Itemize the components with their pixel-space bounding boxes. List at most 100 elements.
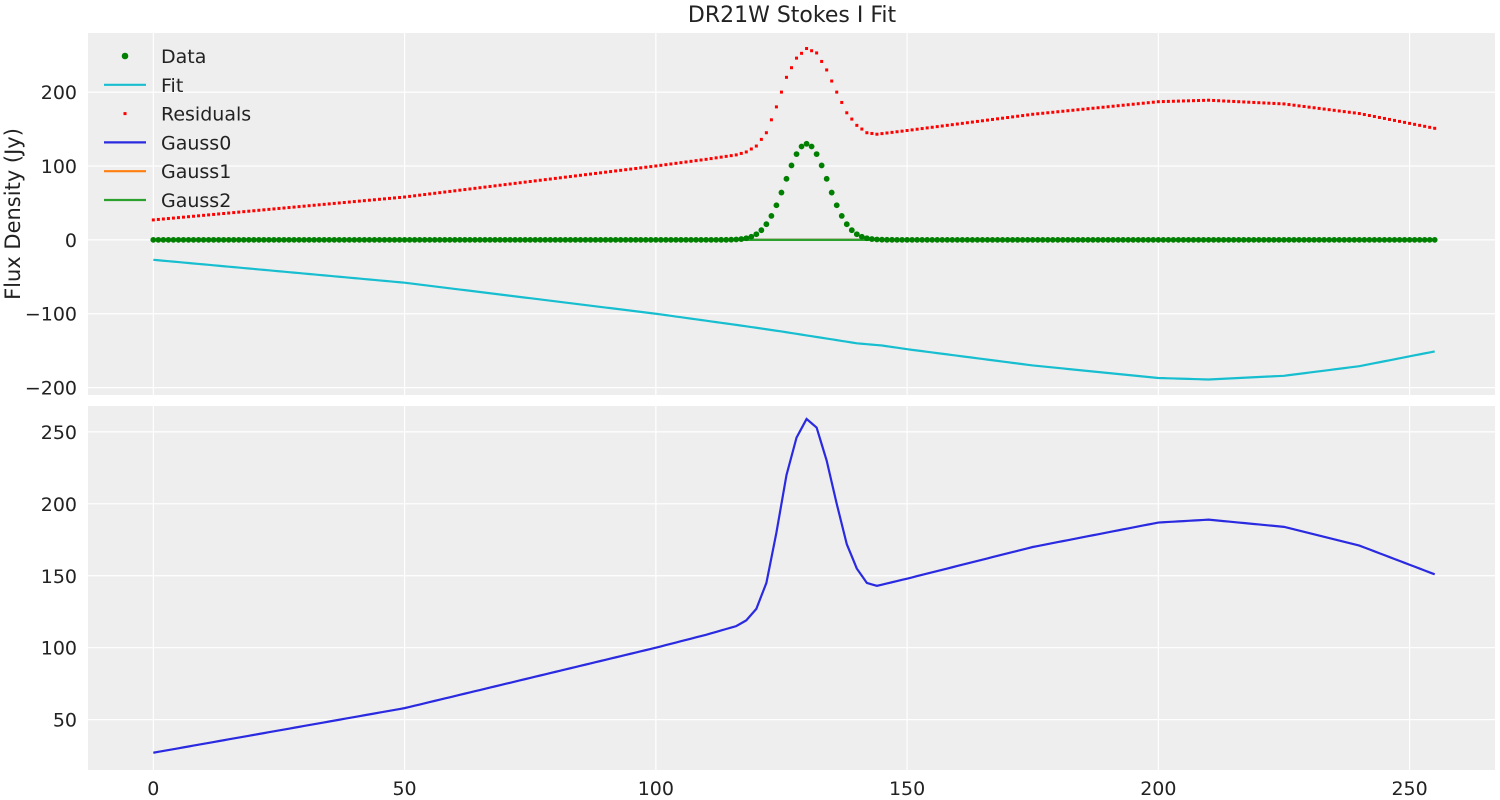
data-point xyxy=(190,236,197,243)
residuals-point xyxy=(1247,100,1251,104)
top-series-layer xyxy=(150,47,1438,381)
residuals-point xyxy=(307,204,311,208)
data-point xyxy=(607,236,614,243)
bottom-y-tick-label: 100 xyxy=(41,638,77,660)
residuals-point xyxy=(805,47,809,51)
residuals-point xyxy=(749,147,753,151)
data-point xyxy=(698,236,704,243)
data-point xyxy=(346,236,353,243)
data-point xyxy=(1250,236,1257,243)
residuals-point xyxy=(1081,107,1085,111)
residuals-point xyxy=(1272,101,1276,105)
residuals-point xyxy=(217,212,221,216)
data-point xyxy=(1014,236,1021,243)
residuals-point xyxy=(1357,112,1361,116)
data-point xyxy=(472,236,478,243)
data-point xyxy=(1145,236,1152,243)
residuals-point xyxy=(980,119,984,123)
residuals-point xyxy=(508,182,512,186)
residuals-point xyxy=(825,68,829,72)
residuals-point xyxy=(1237,100,1241,104)
data-point xyxy=(718,236,725,243)
residuals-point xyxy=(1428,125,1432,129)
residuals-point xyxy=(1352,111,1356,115)
data-point xyxy=(1080,236,1086,243)
data-point xyxy=(1406,236,1413,243)
residuals-point xyxy=(197,214,201,218)
data-point xyxy=(1336,236,1343,243)
residuals-point xyxy=(1156,100,1160,104)
data-point xyxy=(1245,236,1252,243)
residuals-point xyxy=(734,153,738,157)
data-point xyxy=(446,236,453,243)
data-point xyxy=(381,236,388,243)
residuals-point xyxy=(940,124,944,128)
data-point xyxy=(753,231,760,238)
residuals-point xyxy=(1423,124,1427,128)
residuals-point xyxy=(161,217,165,221)
top-fit-line xyxy=(153,258,1435,381)
residuals-point xyxy=(262,208,266,212)
residuals-point xyxy=(1302,104,1306,108)
residuals-point xyxy=(458,188,462,192)
residuals-point xyxy=(207,213,211,217)
residuals-point xyxy=(1287,103,1291,107)
data-point xyxy=(1386,236,1393,243)
data-point xyxy=(356,236,363,243)
data-point xyxy=(1396,236,1403,243)
legend-swatch-residuals xyxy=(123,112,127,116)
legend-label-gauss2: Gauss2 xyxy=(161,190,231,212)
data-point xyxy=(411,236,418,243)
data-point xyxy=(1095,236,1101,243)
residuals-point xyxy=(960,121,964,125)
data-point xyxy=(843,221,850,228)
data-point xyxy=(1311,236,1317,243)
residuals-point xyxy=(242,210,246,214)
data-point xyxy=(1366,236,1373,243)
data-point xyxy=(934,236,941,243)
residuals-point xyxy=(548,177,552,181)
data-point xyxy=(743,235,750,242)
data-point xyxy=(657,236,664,243)
residuals-point xyxy=(1393,118,1396,122)
data-point xyxy=(497,236,503,243)
residuals-point xyxy=(418,193,422,197)
data-point xyxy=(1391,236,1398,243)
data-point xyxy=(401,236,408,243)
residuals-point xyxy=(287,206,291,210)
residuals-point xyxy=(1347,110,1351,114)
data-point xyxy=(421,236,428,243)
residuals-point xyxy=(1161,100,1165,104)
data-point xyxy=(1180,236,1187,243)
residuals-point xyxy=(533,179,537,183)
data-point xyxy=(451,236,458,243)
data-point xyxy=(592,236,599,243)
data-point xyxy=(823,175,830,182)
residuals-point xyxy=(624,168,628,172)
residuals-point xyxy=(769,118,773,122)
data-point xyxy=(1185,236,1192,243)
residuals-point xyxy=(357,199,361,203)
residuals-point xyxy=(473,186,477,190)
residuals-point xyxy=(1413,122,1417,126)
bottom-x-tick-label: 150 xyxy=(889,778,925,800)
residuals-point xyxy=(1398,119,1402,123)
data-point xyxy=(1205,236,1212,243)
residuals-point xyxy=(714,156,718,160)
data-point xyxy=(396,236,403,243)
data-point xyxy=(597,236,604,243)
top-y-tick-label: −200 xyxy=(25,378,77,400)
data-point xyxy=(1140,236,1147,243)
data-point xyxy=(668,236,674,243)
data-point xyxy=(673,236,679,243)
residuals-point xyxy=(1031,112,1035,116)
residuals-point xyxy=(176,216,180,220)
data-point xyxy=(517,236,524,243)
residuals-point xyxy=(1071,108,1075,112)
data-point xyxy=(1039,236,1046,243)
residuals-point xyxy=(935,125,939,129)
residuals-point xyxy=(367,198,371,202)
data-point xyxy=(602,236,609,243)
data-point xyxy=(155,236,162,243)
